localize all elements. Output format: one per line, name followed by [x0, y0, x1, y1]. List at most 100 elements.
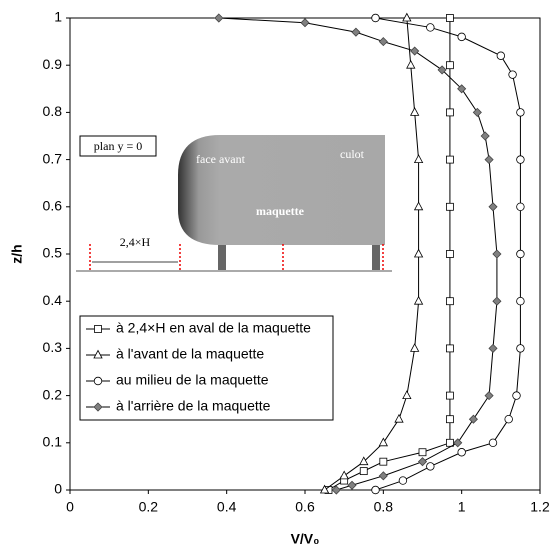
model-body	[178, 135, 385, 245]
marker	[484, 155, 494, 165]
inset-label: plan y = 0	[94, 139, 142, 153]
series	[371, 13, 525, 495]
marker	[446, 61, 454, 70]
y-tick-label: 0.2	[43, 386, 63, 402]
marker	[406, 59, 416, 69]
marker	[446, 297, 454, 306]
marker	[371, 485, 380, 495]
marker	[378, 471, 388, 481]
marker	[446, 155, 454, 164]
y-tick-label: 0.6	[43, 198, 63, 214]
marker	[472, 107, 482, 117]
marker	[378, 37, 388, 47]
marker	[468, 414, 478, 424]
marker	[402, 12, 412, 22]
marker	[516, 249, 525, 259]
marker	[446, 108, 454, 117]
marker	[413, 201, 424, 211]
marker	[359, 467, 368, 476]
legend-label: à l'avant de la maquette	[116, 346, 264, 362]
marker	[93, 376, 103, 386]
inset-distance: 2,4×H	[120, 235, 151, 249]
marker	[437, 65, 447, 75]
marker	[504, 415, 513, 424]
y-tick-label: 0.3	[43, 339, 63, 355]
marker	[331, 485, 341, 495]
inset-model: maquette	[256, 204, 305, 218]
marker	[446, 391, 454, 400]
inset-label-box	[79, 135, 157, 157]
marker	[446, 250, 454, 258]
series	[214, 13, 502, 495]
marker	[347, 480, 357, 490]
marker	[214, 13, 224, 23]
marker	[480, 131, 490, 141]
marker	[410, 46, 420, 56]
marker	[492, 296, 502, 306]
marker	[319, 484, 330, 494]
marker	[426, 462, 435, 471]
marker	[446, 415, 454, 424]
marker	[446, 202, 454, 211]
leg	[218, 245, 226, 270]
marker	[457, 32, 466, 42]
marker	[516, 108, 525, 117]
marker	[418, 448, 427, 457]
x-axis-title: V/V₀	[291, 531, 320, 547]
marker	[446, 14, 454, 22]
y-tick-label: 0.4	[43, 292, 63, 308]
marker	[488, 343, 498, 353]
marker	[398, 476, 408, 485]
marker	[496, 51, 506, 60]
leg	[372, 245, 380, 270]
x-tick-label: 0.8	[374, 499, 394, 515]
series	[324, 14, 454, 494]
marker	[516, 202, 525, 211]
inset: plan y = 0 2,4×H face avant culot maquet…	[74, 131, 394, 273]
series-line	[328, 18, 451, 491]
marker	[410, 343, 420, 352]
marker	[410, 107, 420, 116]
inset-rear: culot	[340, 147, 365, 161]
marker	[413, 248, 424, 258]
marker	[394, 413, 404, 423]
marker	[516, 297, 525, 306]
x-tick-label: 0.6	[295, 499, 315, 515]
marker	[508, 70, 517, 79]
x-tick-label: 0.2	[139, 499, 159, 515]
marker	[300, 18, 310, 28]
marker	[457, 84, 467, 94]
marker	[94, 325, 102, 333]
marker	[371, 13, 380, 23]
marker	[516, 344, 525, 353]
marker	[351, 27, 361, 37]
series-line	[324, 17, 420, 491]
x-tick-label: 1.2	[530, 499, 550, 515]
x-tick-label: 0.4	[217, 499, 237, 515]
marker	[417, 457, 428, 467]
marker	[413, 154, 424, 163]
marker	[379, 457, 388, 466]
marker	[413, 295, 424, 305]
marker	[453, 438, 463, 448]
marker	[488, 202, 498, 212]
marker	[402, 390, 412, 399]
y-tick-label: 1	[54, 9, 62, 25]
marker	[359, 456, 369, 466]
series-line	[375, 17, 521, 491]
marker	[484, 391, 494, 401]
x-tick-label: 1	[458, 499, 466, 515]
y-axis-title: z/h	[9, 244, 25, 263]
y-tick-label: 0	[54, 481, 62, 497]
y-tick-label: 0.1	[43, 434, 63, 450]
marker	[93, 349, 103, 359]
y-tick-label: 0.9	[43, 56, 63, 72]
marker	[516, 155, 525, 164]
legend-label: au milieu de la maquette	[116, 372, 269, 388]
marker	[488, 438, 498, 447]
marker	[426, 23, 435, 32]
y-tick-label: 0.8	[43, 103, 63, 119]
legend-label: à 2,4×H en aval de la maquette	[116, 320, 311, 336]
series	[319, 12, 424, 494]
x-tick-label: 0	[66, 499, 74, 515]
